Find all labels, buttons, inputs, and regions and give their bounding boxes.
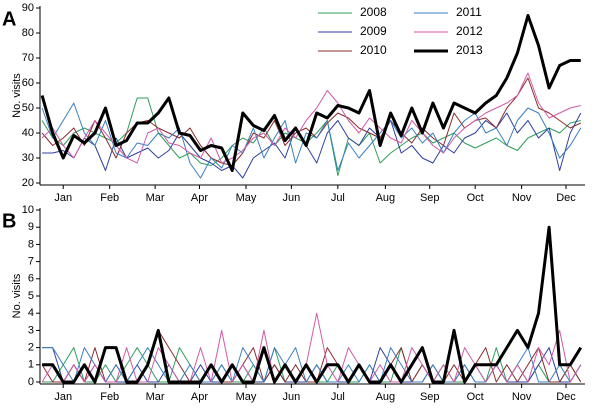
x-tick-label: Oct <box>467 192 484 204</box>
legend-label: 2010 <box>360 43 387 57</box>
x-tick-label: Dec <box>556 391 576 403</box>
x-tick-label: Feb <box>100 391 119 403</box>
y-tick-label: 0 <box>28 376 34 388</box>
y-tick-label: 3 <box>28 324 34 336</box>
y-tick-label: 90 <box>22 2 34 14</box>
legend-label: 2009 <box>360 24 387 38</box>
x-tick-label: Apr <box>191 192 208 204</box>
legend-label: 2013 <box>456 43 483 57</box>
x-tick-label: Nov <box>512 192 532 204</box>
y-tick-label: 5 <box>28 290 34 302</box>
x-tick-label: Oct <box>467 391 484 403</box>
series-line <box>41 72 581 164</box>
y-axis-label: No. visits <box>11 273 23 318</box>
series-line <box>42 112 582 179</box>
y-tick-label: 8 <box>28 238 34 250</box>
legend-label: 2008 <box>360 5 387 19</box>
y-tick-label: 4 <box>28 307 34 319</box>
y-tick-label: 70 <box>22 52 34 64</box>
y-tick-label: 2 <box>28 342 34 354</box>
x-tick-label: Jul <box>331 391 345 403</box>
x-tick-label: Jan <box>54 192 72 204</box>
series-line <box>41 102 582 179</box>
y-tick-label: 10 <box>22 204 34 216</box>
x-tick-label: Mar <box>146 192 165 204</box>
series-line <box>41 312 582 383</box>
x-tick-label: Jun <box>283 391 301 403</box>
panel-label: B <box>2 210 16 232</box>
x-tick-label: May <box>236 391 257 403</box>
panel-label: A <box>2 8 16 30</box>
series-line <box>42 225 583 384</box>
legend-label: 2012 <box>456 24 483 38</box>
x-tick-label: May <box>236 192 257 204</box>
y-tick-label: 6 <box>28 273 34 285</box>
x-tick-label: Dec <box>556 192 576 204</box>
x-tick-label: Aug <box>376 192 396 204</box>
y-tick-label: 20 <box>22 177 34 189</box>
y-tick-label: 9 <box>28 221 34 233</box>
series-line <box>41 97 581 176</box>
y-tick-label: 7 <box>28 256 34 268</box>
x-tick-label: Nov <box>512 391 532 403</box>
x-tick-label: Apr <box>191 391 208 403</box>
x-tick-label: Mar <box>146 391 165 403</box>
legend-label: 2011 <box>456 5 482 19</box>
x-tick-label: Jul <box>331 192 345 204</box>
y-axis-label: No. visits <box>11 73 23 118</box>
series-line <box>40 14 581 172</box>
y-tick-label: 30 <box>22 152 34 164</box>
y-tick-label: 1 <box>28 359 34 371</box>
y-tick-label: 60 <box>22 77 34 89</box>
x-tick-label: Sep <box>420 391 440 403</box>
y-tick-label: 50 <box>22 102 34 114</box>
x-tick-label: Aug <box>376 391 396 403</box>
x-tick-label: Feb <box>100 192 119 204</box>
x-tick-label: Sep <box>420 192 440 204</box>
y-tick-label: 80 <box>22 27 34 39</box>
y-tick-label: 40 <box>22 127 34 139</box>
x-tick-label: Jun <box>283 192 301 204</box>
x-tick-label: Jan <box>54 391 72 403</box>
